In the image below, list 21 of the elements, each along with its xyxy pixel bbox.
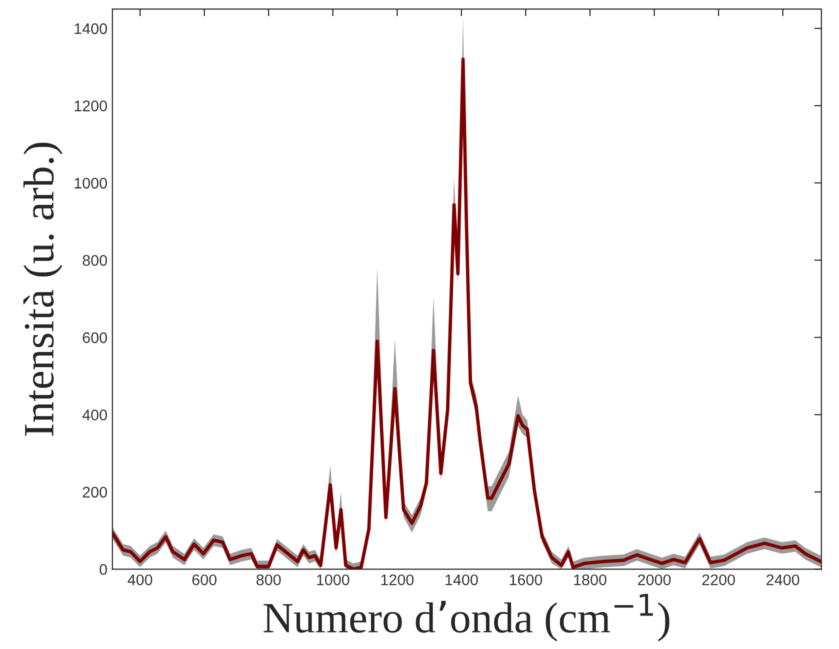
- x-tick-label: 1800: [574, 574, 606, 586]
- x-tick-label: 1400: [446, 574, 478, 586]
- x-tick-label: 400: [128, 574, 152, 586]
- y-tick-label: 600: [82, 332, 107, 344]
- y-axis-title: Intensità (u. arb.): [23, 142, 62, 436]
- y-tick-label: 1000: [74, 178, 107, 189]
- y-tick-label: 1200: [74, 100, 107, 112]
- y-tick-label: 800: [82, 255, 107, 266]
- x-tick-label: 1600: [510, 574, 542, 586]
- y-tick-label: 400: [82, 410, 107, 420]
- x-tick-label: 600: [192, 574, 216, 586]
- x-tick-label: 2200: [702, 574, 735, 586]
- y-tick-label: 200: [82, 486, 107, 498]
- x-tick-label: 1000: [317, 574, 350, 586]
- x-tick-label: 2000: [638, 574, 671, 586]
- x-tick-label: 800: [256, 574, 281, 586]
- x-tick-label: 2400: [766, 574, 800, 586]
- x-axis-title: Numero d’onda (cm$^{−1}$): [264, 594, 670, 642]
- y-tick-label: 0: [100, 564, 107, 575]
- y-tick-label: 1400: [74, 23, 107, 34]
- x-tick-label: 1200: [381, 574, 414, 586]
